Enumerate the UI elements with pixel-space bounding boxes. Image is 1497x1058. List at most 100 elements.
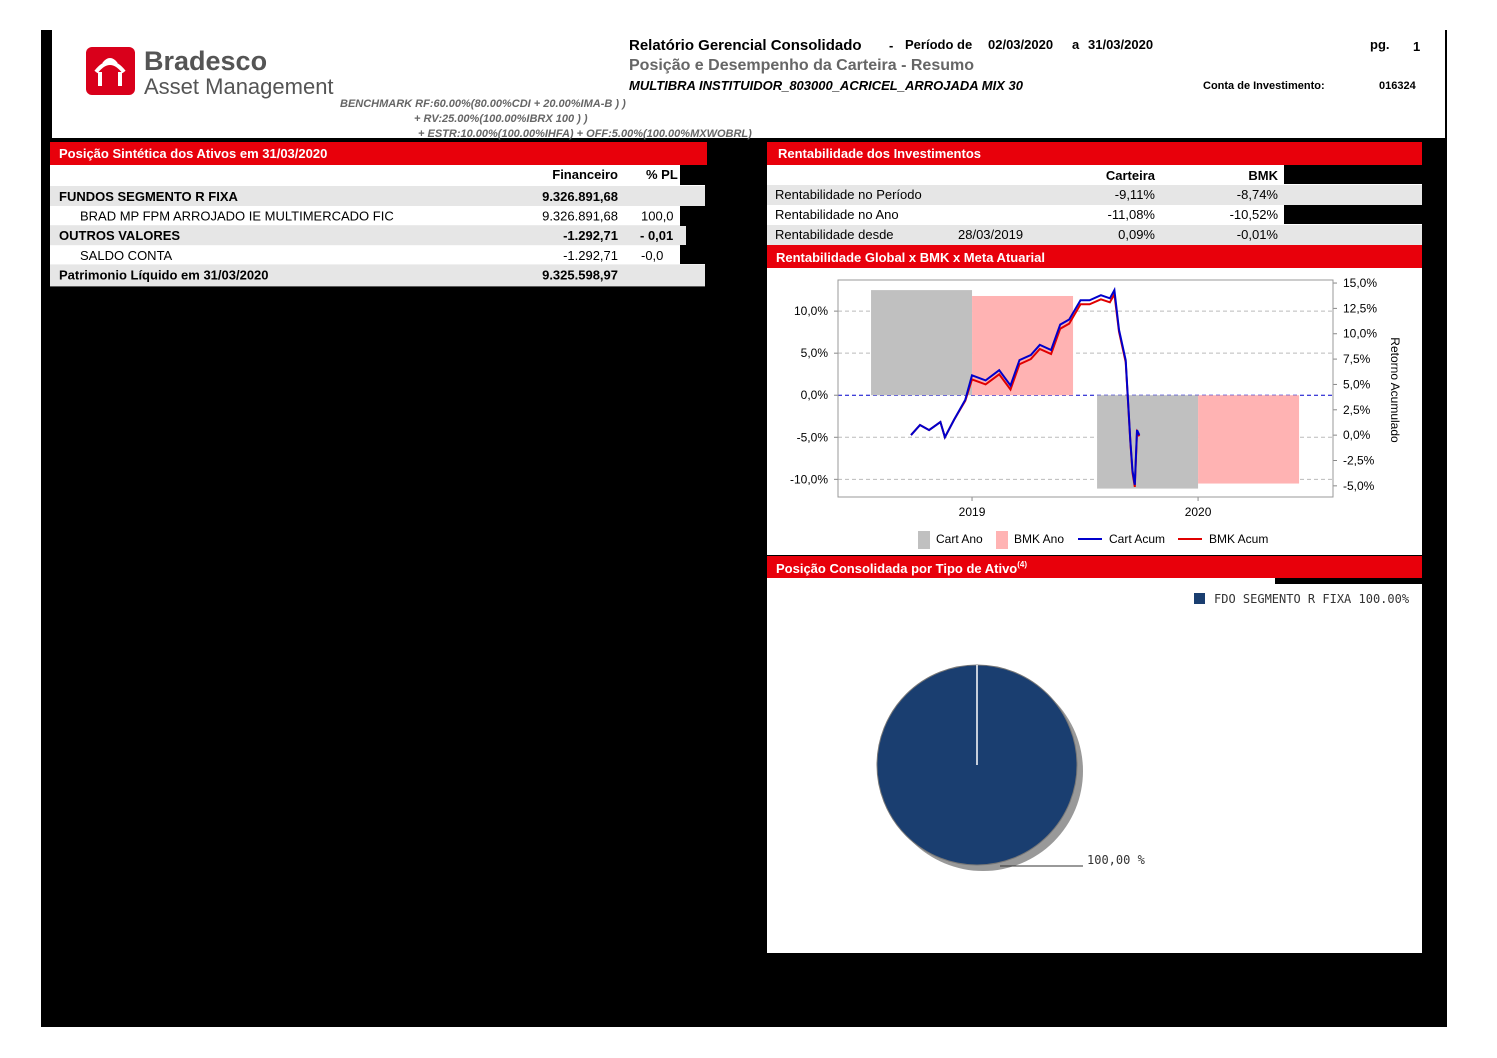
period-start: 02/03/2020 — [988, 37, 1053, 52]
period-label: Período de — [905, 37, 972, 52]
period-end: 31/03/2020 — [1088, 37, 1153, 52]
row-label: FUNDOS SEGMENTO R FIXA — [59, 189, 238, 204]
mask — [1275, 578, 1422, 584]
portfolio-name: MULTIBRA INSTITUIDOR_803000_ACRICEL_ARRO… — [629, 78, 1024, 93]
row-label: Patrimonio Líquido em 31/03/2020 — [59, 267, 269, 282]
row-value: -9,11% — [1115, 187, 1156, 202]
header-box — [52, 30, 1445, 138]
mask — [686, 226, 707, 245]
y-tick-label: -5,0% — [797, 430, 829, 444]
bar — [871, 290, 973, 396]
row-label: BRAD MP FPM ARROJADO IE MULTIMERCADO FIC — [80, 209, 394, 224]
mask — [680, 165, 707, 185]
line — [910, 286, 1141, 485]
page-number: 1 — [1413, 39, 1420, 54]
mask — [680, 245, 707, 264]
y-tick-label: 10,0% — [794, 304, 828, 318]
report-subtitle: Posição e Desempenho da Carteira - Resum… — [629, 57, 974, 74]
row-value: -0,01% — [1237, 227, 1279, 242]
row-label: Rentabilidade no Período — [775, 187, 922, 202]
x-tick-label: 2019 — [959, 505, 986, 519]
y2-axis-label: Retorno Acumulado — [1388, 337, 1402, 443]
column-header: Carteira — [1106, 168, 1156, 183]
row-bg — [767, 185, 1422, 205]
row-value: -8,74% — [1237, 187, 1279, 202]
row-amount: -1.292,71 — [563, 228, 618, 243]
y-tick-label: 0,0% — [801, 388, 829, 402]
chart-panel — [767, 578, 1422, 953]
page-label: pg. — [1370, 37, 1390, 52]
y2-tick-label: -2,5% — [1343, 453, 1375, 467]
y2-tick-label: 15,0% — [1343, 276, 1377, 290]
report-title: Relatório Gerencial Consolidado — [629, 37, 862, 54]
mask — [680, 206, 707, 226]
column-header: Financeiro — [552, 167, 618, 182]
dash: - — [889, 38, 893, 53]
y2-tick-label: 0,0% — [1343, 428, 1371, 442]
account-label: Conta de Investimento: — [1203, 80, 1325, 92]
y2-tick-label: 5,0% — [1343, 377, 1371, 391]
y2-tick-label: -5,0% — [1343, 479, 1375, 493]
y-tick-label: -10,0% — [790, 472, 828, 486]
benchmark-line: BENCHMARK RF:60.00%(80.00%CDI + 20.00%IM… — [340, 98, 626, 110]
logo-icon — [86, 47, 135, 95]
x-tick-label: 2020 — [1185, 505, 1212, 519]
section-title: Posição Sintética dos Ativos em 31/03/20… — [59, 146, 327, 161]
row-amount: 9.326.891,68 — [542, 209, 618, 224]
row-amount: -1.292,71 — [563, 248, 618, 263]
row-label: OUTROS VALORES — [59, 228, 180, 243]
row-bg — [50, 186, 705, 206]
row-percent: - 0,01 — [640, 228, 673, 243]
pie-label: 100,00 % — [1087, 853, 1146, 867]
row-bg — [50, 225, 705, 246]
section-bar — [767, 556, 1422, 578]
row-value: -11,08% — [1108, 207, 1156, 222]
section-bar — [767, 142, 1422, 165]
section-title: Rentabilidade dos Investimentos — [778, 146, 981, 161]
y2-tick-label: 7,5% — [1343, 352, 1371, 366]
logo-brand: Bradesco — [144, 46, 267, 76]
row-amount: 9.325.598,97 — [542, 267, 618, 282]
chart-title: Posição Consolidada por Tipo de Ativo(4) — [776, 560, 1027, 576]
row-bg — [50, 264, 705, 287]
title-text: Posição Consolidada por Tipo de Ativo — [776, 561, 1017, 576]
row-percent: -0,0 — [641, 248, 663, 263]
row-amount: 9.326.891,68 — [542, 189, 618, 204]
account-number: 016324 — [1379, 80, 1417, 92]
row-value: -10,52% — [1230, 207, 1279, 222]
legend-label: FDO SEGMENTO R FIXA 100.00% — [1214, 592, 1410, 606]
mask — [1284, 205, 1422, 224]
mask — [1284, 165, 1422, 184]
y2-tick-label: 2,5% — [1343, 403, 1371, 417]
row-label: Rentabilidade desde — [775, 227, 894, 242]
legend-swatch — [1194, 593, 1205, 604]
plot-frame — [837, 279, 1334, 498]
logo-mark — [94, 58, 126, 86]
y2-tick-label: 12,5% — [1343, 301, 1377, 315]
legend-label: BMK Ano — [1014, 532, 1064, 546]
y2-tick-label: 10,0% — [1343, 327, 1377, 341]
section-bar — [767, 245, 1422, 268]
column-header: % PL — [646, 167, 678, 182]
title-note: (4) — [1017, 560, 1027, 569]
logo-sub: Asset Management — [144, 74, 334, 99]
bar — [1198, 395, 1300, 484]
row-label: Rentabilidade no Ano — [775, 207, 899, 222]
legend-label: Cart Acum — [1109, 532, 1165, 546]
bar — [1097, 395, 1199, 489]
legend-swatch — [996, 531, 1008, 549]
benchmark-line: + RV:25.00%(100.00%IBRX 100 ) ) — [414, 113, 588, 125]
row-percent: 100,0 — [641, 209, 674, 224]
period-sep: a — [1072, 37, 1080, 52]
row-bg — [767, 225, 1422, 245]
row-value: 0,09% — [1118, 227, 1155, 242]
y-tick-label: 5,0% — [801, 346, 829, 360]
legend-label: BMK Acum — [1209, 532, 1268, 546]
column-header: BMK — [1248, 168, 1278, 183]
legend-swatch — [918, 531, 930, 549]
legend-label: Cart Ano — [936, 532, 983, 546]
row-label: SALDO CONTA — [80, 248, 173, 263]
section-bar — [50, 142, 707, 165]
